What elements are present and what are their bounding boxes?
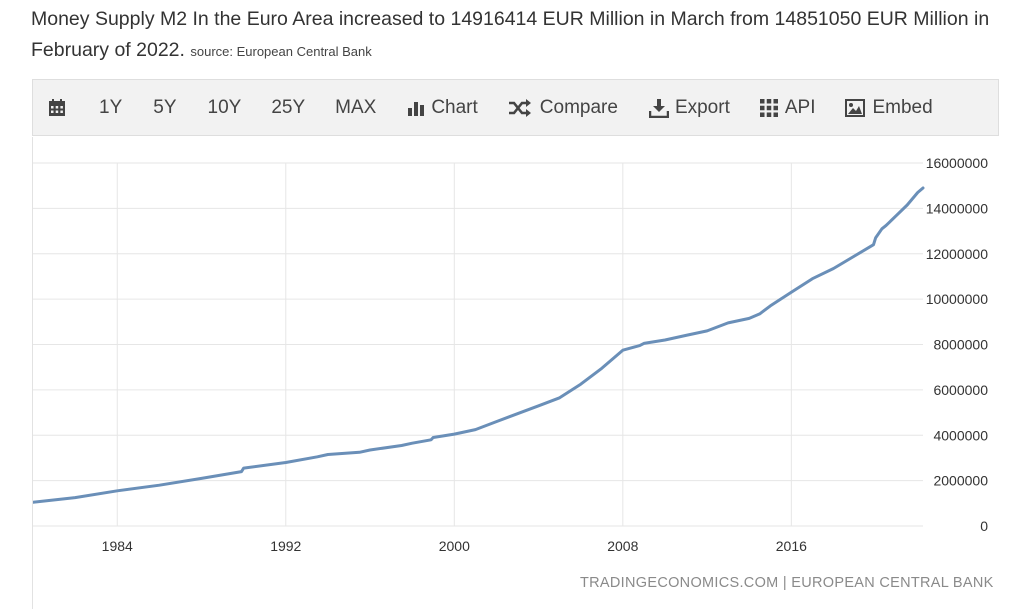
- headline: Money Supply M2 In the Euro Area increas…: [31, 4, 1011, 67]
- x-tick-label: 2000: [439, 538, 470, 554]
- calendar-icon: [49, 98, 65, 116]
- x-tick-label: 2008: [607, 538, 638, 554]
- range-10y-button[interactable]: 10Y: [207, 96, 242, 118]
- y-tick-label: 12000000: [926, 246, 989, 262]
- headline-main: Money Supply M2 In the Euro Area increas…: [31, 8, 990, 61]
- download-icon: [648, 98, 669, 118]
- chart-type-label: Chart: [431, 96, 478, 118]
- y-tick-label: 14000000: [926, 200, 989, 216]
- money-supply-line-chart: 0 2000000 4000000 6000000 8000000 10000000 120…: [33, 155, 989, 554]
- compare-label: Compare: [539, 96, 618, 118]
- calendar-button[interactable]: [48, 80, 66, 135]
- y-tick-label: 6000000: [933, 382, 988, 398]
- range-1y-button[interactable]: 1Y: [99, 96, 123, 118]
- range-25y-button[interactable]: 25Y: [271, 96, 306, 118]
- chart-toolbar: 1Y 5Y 10Y 25Y MAX Chart Compare Export: [32, 79, 999, 136]
- image-icon: [845, 98, 866, 117]
- embed-label: Embed: [872, 96, 933, 118]
- headline-source: source: European Central Bank: [190, 44, 372, 59]
- y-tick-label: 4000000: [933, 427, 988, 443]
- shuffle-icon: [508, 98, 531, 117]
- chart-type-button[interactable]: Chart: [407, 80, 478, 135]
- series-line: [33, 186, 925, 504]
- y-tick-label: 8000000: [933, 337, 988, 353]
- y-tick-label: 0: [980, 518, 988, 534]
- embed-button[interactable]: Embed: [845, 80, 933, 135]
- x-tick-label: 1992: [270, 538, 301, 554]
- y-tick-label: 16000000: [926, 155, 989, 171]
- grid-icon: [759, 98, 778, 117]
- chart-area: 0 2000000 4000000 6000000 8000000 10000000 120…: [32, 137, 1000, 609]
- api-button[interactable]: API: [759, 80, 816, 135]
- bar-chart-icon: [408, 101, 425, 116]
- x-tick-label: 1984: [102, 538, 133, 554]
- chart-footer-credit: TRADINGECONOMICS.COM | EUROPEAN CENTRAL …: [580, 575, 994, 591]
- export-label: Export: [674, 96, 730, 118]
- api-label: API: [784, 96, 816, 118]
- range-max-button[interactable]: MAX: [335, 96, 377, 118]
- x-tick-label: 2016: [776, 538, 807, 554]
- compare-button[interactable]: Compare: [508, 80, 618, 135]
- range-5y-button[interactable]: 5Y: [153, 96, 177, 118]
- export-button[interactable]: Export: [648, 80, 730, 135]
- y-tick-label: 2000000: [933, 473, 988, 489]
- y-tick-label: 10000000: [926, 291, 989, 307]
